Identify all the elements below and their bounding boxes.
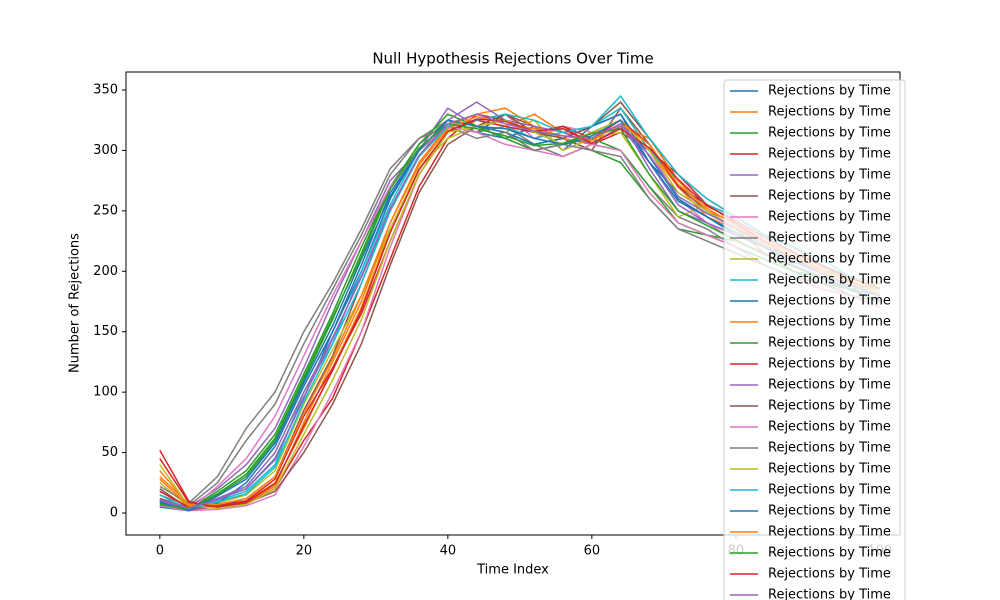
legend-label: Rejections by Time [768, 168, 891, 183]
legend-label: Rejections by Time [768, 273, 891, 288]
y-tick-label: 350 [93, 83, 118, 98]
legend-label: Rejections by Time [768, 441, 891, 456]
legend-label: Rejections by Time [768, 525, 891, 540]
legend-label: Rejections by Time [768, 336, 891, 351]
legend-label: Rejections by Time [768, 105, 891, 120]
legend-label: Rejections by Time [768, 357, 891, 372]
legend-label: Rejections by Time [768, 189, 891, 204]
y-axis-label: Number of Rejections [68, 233, 83, 373]
legend-label: Rejections by Time [768, 315, 891, 330]
legend-label: Rejections by Time [768, 210, 891, 225]
legend-label: Rejections by Time [768, 399, 891, 414]
legend-label: Rejections by Time [768, 378, 891, 393]
legend-label: Rejections by Time [768, 462, 891, 477]
x-tick-label: 40 [440, 544, 457, 559]
legend-label: Rejections by Time [768, 483, 891, 498]
legend-label: Rejections by Time [768, 294, 891, 309]
x-tick-label: 20 [296, 544, 313, 559]
y-tick-label: 150 [93, 324, 118, 339]
y-tick-label: 200 [93, 264, 118, 279]
x-axis-label: Time Index [476, 563, 549, 578]
chart-title: Null Hypothesis Rejections Over Time [372, 50, 653, 68]
legend-label: Rejections by Time [768, 84, 891, 99]
legend-label: Rejections by Time [768, 588, 891, 600]
y-tick-label: 50 [101, 445, 118, 460]
y-tick-label: 100 [93, 385, 118, 400]
legend-box [723, 79, 906, 600]
y-tick-label: 0 [110, 506, 118, 521]
x-tick-label: 60 [584, 544, 601, 559]
legend-label: Rejections by Time [768, 126, 891, 141]
legend-label: Rejections by Time [768, 420, 891, 435]
legend-label: Rejections by Time [768, 546, 891, 561]
legend-label: Rejections by Time [768, 504, 891, 519]
y-tick-label: 250 [93, 203, 118, 218]
y-tick-label: 300 [93, 143, 118, 158]
legend-label: Rejections by Time [768, 567, 891, 582]
legend-label: Rejections by Time [768, 231, 891, 246]
legend-label: Rejections by Time [768, 252, 891, 267]
legend-label: Rejections by Time [768, 147, 891, 162]
x-tick-label: 0 [156, 544, 164, 559]
